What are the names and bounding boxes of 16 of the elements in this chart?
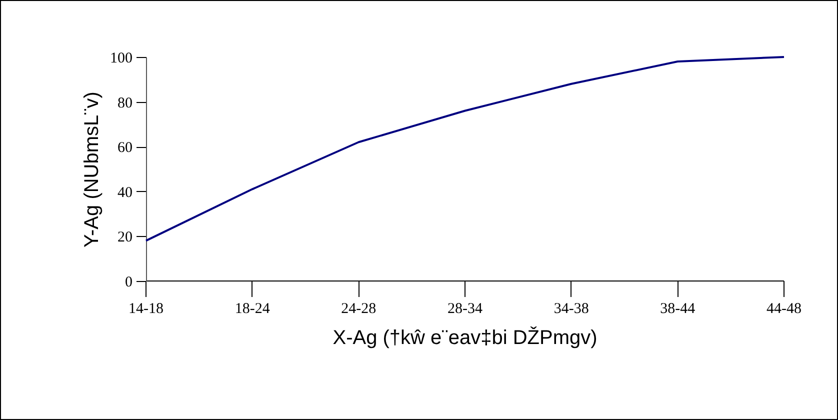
y-axis-title: Y-Ag (NUbmsL¨v)	[81, 92, 103, 248]
x-tick-label: 24-28	[341, 301, 376, 317]
y-tick-label: 40	[118, 184, 132, 201]
y-tick-label: 0	[125, 274, 132, 290]
y-tick-label: 60	[118, 140, 132, 156]
x-tick-label: 18-24	[234, 301, 270, 317]
line-series	[145, 56, 785, 242]
x-tick-label: 44-48	[766, 301, 802, 317]
y-tick-label: 100	[110, 50, 132, 66]
x-tick-label: 14-18	[128, 301, 164, 317]
y-tick-label: 80	[118, 95, 132, 112]
x-tick-label: 38-44	[660, 301, 696, 317]
x-tick-label: 28-34	[448, 301, 483, 317]
x-tick-label: 34-38	[554, 301, 589, 317]
y-tick-label: 20	[118, 230, 132, 246]
x-axis-title: X-Ag (†kŵ e¨eav‡bi DŽPmgv)	[332, 326, 598, 349]
